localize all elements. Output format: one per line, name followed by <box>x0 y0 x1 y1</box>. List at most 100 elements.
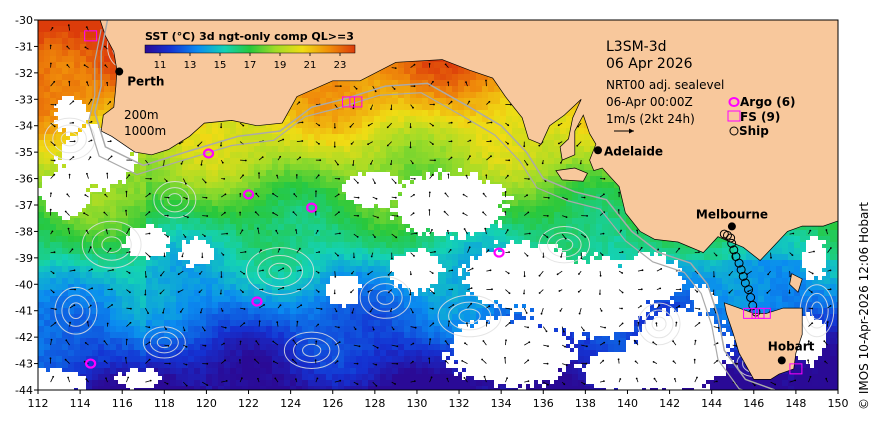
fs-site <box>789 363 803 375</box>
ship-position <box>729 245 739 255</box>
argo-float <box>251 296 263 307</box>
colorbar: SST (°C) 3d ngt-only comp QL>=3 11 13 15 17… <box>144 30 356 71</box>
legend-ship: Ship <box>739 124 769 138</box>
ship-position <box>722 230 732 240</box>
sealevel-time: 06-Apr 00:00Z <box>606 95 693 109</box>
lat-tick-label: -34 <box>15 120 33 133</box>
bathymetry-contours <box>87 20 776 390</box>
cities: Perth Adelaide Melbourne Hobart <box>115 67 815 365</box>
land-polygon <box>789 273 803 293</box>
fs-icon <box>727 110 741 122</box>
lon-tick-label: 148 <box>785 397 806 410</box>
lat-tick-label: -42 <box>15 331 33 344</box>
colorbar-tick-label: 19 <box>274 60 287 71</box>
ship-position <box>726 233 736 243</box>
colorbar-tick-label: 11 <box>154 60 167 71</box>
city-marker <box>115 67 124 76</box>
lon-tick-label: 150 <box>828 397 849 410</box>
credit-text: © IMOS 10-Apr-2026 12:06 Hobart <box>857 202 871 410</box>
city-label-perth: Perth <box>127 75 164 89</box>
argo-float <box>493 247 505 258</box>
argo-float <box>242 189 255 200</box>
lon-tick-label: 142 <box>659 397 680 410</box>
lon-tick-label: 130 <box>406 397 427 410</box>
lon-tick-label: 136 <box>533 397 554 410</box>
velocity-scale: 1m/s (2kt 24h) <box>606 112 695 126</box>
lon-tick-label: 120 <box>196 397 217 410</box>
ship-position <box>736 265 746 275</box>
legend: Argo (6) FS (9) Ship <box>727 95 796 138</box>
lon-tick-label: 114 <box>70 397 91 410</box>
lat-tick-label: -38 <box>15 225 33 238</box>
colorbar-title: SST (°C) 3d ngt-only comp QL>=3 <box>145 30 354 43</box>
argo-float <box>306 202 318 213</box>
map-date: 06 Apr 2026 <box>606 56 693 72</box>
lon-tick-label: 112 <box>28 397 49 410</box>
legend-argo: Argo (6) <box>740 95 796 109</box>
lon-tick-label: 116 <box>112 397 133 410</box>
city-label-adelaide: Adelaide <box>604 144 663 158</box>
colorbar-tick-label: 15 <box>214 60 227 71</box>
lat-tick-label: -44 <box>15 384 33 397</box>
colorbar-ticks: 11 13 15 17 19 21 23 <box>154 53 347 71</box>
lon-tick-label: 128 <box>364 397 385 410</box>
bathy-200m-line <box>94 20 776 390</box>
land-polygon <box>90 20 838 261</box>
argo-float <box>202 148 215 159</box>
colorbar-tick-label: 21 <box>304 60 317 71</box>
lon-tick-label: 122 <box>238 397 259 410</box>
lat-tick-label: -41 <box>15 305 33 318</box>
fs-site <box>342 96 356 108</box>
ship-position <box>738 271 748 281</box>
city-marker <box>727 222 736 231</box>
fs-site <box>349 96 363 108</box>
city-marker <box>777 356 786 365</box>
lat-tick-label: -32 <box>15 67 33 80</box>
colorbar-tick-label: 23 <box>334 60 347 71</box>
lat-tick-label: -36 <box>15 173 33 186</box>
fs-site <box>757 307 771 319</box>
lon-tick-label: 146 <box>743 397 764 410</box>
land-polygon <box>555 167 588 182</box>
city-label-melbourne: Melbourne <box>696 207 768 221</box>
bathy-1000m-line <box>87 29 745 390</box>
city-marker <box>594 146 602 155</box>
lon-tick-label: 132 <box>449 397 470 410</box>
colorbar-bar <box>144 44 356 54</box>
contour-label-1000m: 1000m <box>124 124 166 138</box>
velocity-scale-arrow-icon <box>614 128 634 134</box>
ship-position <box>734 258 744 268</box>
lon-tick-label: 138 <box>575 397 596 410</box>
lon-tick-label: 124 <box>280 397 301 410</box>
ship-icon <box>729 126 739 136</box>
map-layers <box>38 20 838 390</box>
lon-tick-label: 118 <box>154 397 175 410</box>
lat-tick-label: -43 <box>15 358 33 371</box>
fs-site <box>743 307 757 319</box>
lat-tick-label: -31 <box>15 40 33 53</box>
city-label-hobart: Hobart <box>768 339 815 353</box>
argo-icon <box>728 97 740 107</box>
lat-tick-label: -37 <box>15 199 33 212</box>
lat-tick-label: -30 <box>15 14 33 27</box>
colorbar-tick-label: 13 <box>184 60 197 71</box>
lon-tick-label: 140 <box>617 397 638 410</box>
cloud-mask <box>38 96 826 390</box>
argo-float <box>85 358 97 369</box>
fs-site <box>84 30 98 42</box>
lat-tick-label: -40 <box>15 278 33 291</box>
legend-fs: FS (9) <box>740 110 780 124</box>
current-vectors <box>49 24 832 387</box>
observations <box>84 30 803 375</box>
lon-tick-label: 126 <box>322 397 343 410</box>
lat-tick-label: -35 <box>15 146 33 159</box>
axes: 112 114 116 118 120 122 124 126 128 130 132 134 136 1… <box>15 14 848 410</box>
lon-tick-label: 134 <box>491 397 512 410</box>
lon-tick-label: 144 <box>701 397 722 410</box>
contour-label-200m: 200m <box>124 108 159 122</box>
lat-tick-label: -39 <box>15 252 33 265</box>
colorbar-tick-label: 17 <box>244 60 257 71</box>
sealevel-label: NRT00 adj. sealevel <box>606 78 724 92</box>
ship-position <box>727 238 737 248</box>
